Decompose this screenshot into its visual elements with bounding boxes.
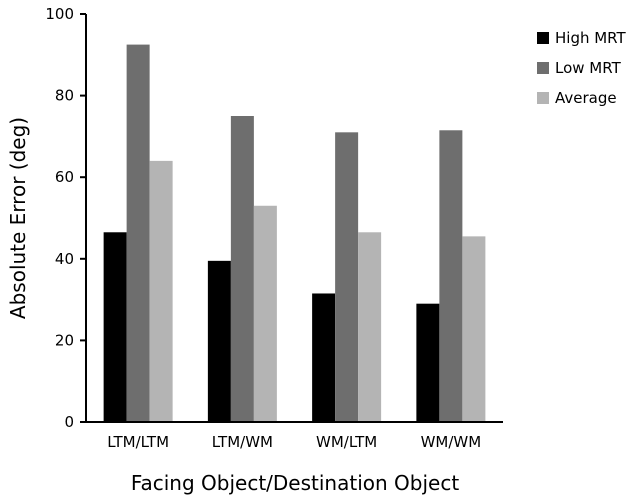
- y-axis: 0 20 40 60 80 100: [45, 5, 87, 431]
- legend: High MRT Low MRT Average: [537, 29, 627, 107]
- legend-label: Average: [555, 89, 617, 107]
- bar-average: [149, 160, 173, 422]
- x-tick-label: LTM/LTM: [107, 433, 169, 451]
- bar-average: [253, 205, 277, 422]
- plot-area: [103, 44, 486, 422]
- bar-high-mrt: [103, 232, 127, 422]
- x-tick-label: LTM/WM: [212, 433, 273, 451]
- legend-swatch: [537, 62, 549, 74]
- bar-low-mrt: [335, 132, 359, 422]
- bar-high-mrt: [207, 260, 231, 422]
- y-tick-label: 100: [45, 5, 74, 23]
- legend-label: Low MRT: [555, 59, 622, 77]
- bar-average: [358, 232, 382, 422]
- y-tick-label: 0: [64, 413, 74, 431]
- y-tick-label: 80: [55, 87, 74, 105]
- x-tick-label: WM/WM: [421, 433, 482, 451]
- legend-swatch: [537, 92, 549, 104]
- y-tick-label: 40: [55, 250, 74, 268]
- y-tick-label: 20: [55, 331, 74, 349]
- bar-high-mrt: [312, 293, 336, 422]
- bar-high-mrt: [416, 303, 440, 422]
- y-axis-title: Absolute Error (deg): [6, 117, 30, 319]
- x-tick-label: WM/LTM: [316, 433, 377, 451]
- bar-average: [462, 236, 486, 422]
- bar-low-mrt: [126, 44, 150, 422]
- x-axis: LTM/LTM LTM/WM WM/LTM WM/WM: [86, 421, 503, 451]
- x-axis-title: Facing Object/Destination Object: [131, 471, 459, 495]
- legend-swatch: [537, 32, 549, 44]
- legend-label: High MRT: [555, 29, 627, 47]
- bar-low-mrt: [230, 116, 254, 422]
- y-tick-label: 60: [55, 168, 74, 186]
- bar-low-mrt: [439, 130, 463, 422]
